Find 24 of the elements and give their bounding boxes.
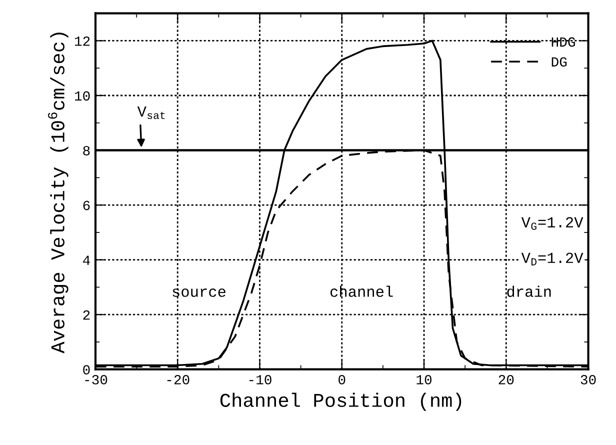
annotation: V$_{D}$=1.2V — [521, 252, 584, 266]
x-tick-label: 0 — [338, 374, 346, 384]
x-tick-label: 20 — [498, 374, 514, 384]
annotation: source — [172, 288, 226, 297]
x-tick-label: 10 — [416, 374, 432, 384]
x-tick-label: -10 — [250, 374, 272, 384]
y-tick-label: 12 — [74, 36, 90, 46]
annotation: drain — [507, 286, 551, 297]
annotation: V$_{G}$=1.2V — [521, 217, 584, 230]
y-axis-title: Average Velocity (10$^{6}$cm/sec) — [48, 32, 68, 354]
legend-label: DG — [552, 57, 567, 67]
x-tick-label: -30 — [85, 374, 108, 384]
legend-label: HDG — [552, 37, 575, 47]
annotation: V$_{sat}$ — [137, 106, 165, 120]
y-tick-label: 2 — [83, 310, 90, 320]
y-tick-label: 0 — [83, 365, 90, 375]
y-tick-label: 6 — [83, 200, 90, 210]
x-tick-label: -20 — [167, 374, 190, 384]
y-tick-label: 4 — [82, 256, 90, 265]
annotation: channel — [330, 286, 393, 297]
y-tick-label: 8 — [83, 146, 90, 156]
x-axis-title: Channel Position (nm) — [220, 392, 462, 411]
y-tick-label: 10 — [74, 91, 90, 101]
x-tick-label: 30 — [580, 374, 596, 384]
